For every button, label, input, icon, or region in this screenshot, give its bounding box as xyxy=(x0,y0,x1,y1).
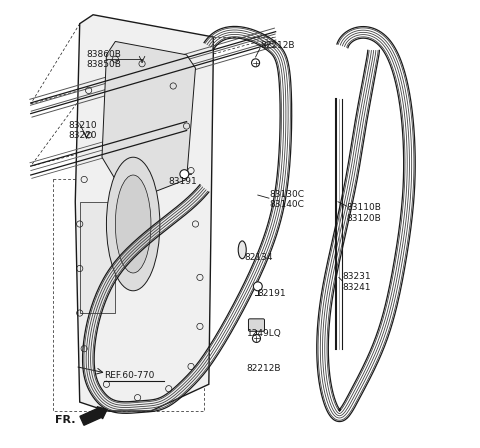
Text: 83191: 83191 xyxy=(169,177,197,186)
Ellipse shape xyxy=(107,157,160,291)
Text: 83110B
83120B: 83110B 83120B xyxy=(347,203,382,223)
Circle shape xyxy=(252,334,261,342)
Text: 82212B: 82212B xyxy=(260,41,295,51)
Text: 1249LQ: 1249LQ xyxy=(247,328,281,338)
Text: REF.60-770: REF.60-770 xyxy=(104,371,155,380)
Circle shape xyxy=(253,282,262,291)
Circle shape xyxy=(180,170,189,179)
Text: FR.: FR. xyxy=(55,415,76,425)
Polygon shape xyxy=(75,15,213,411)
Text: 83210
83220: 83210 83220 xyxy=(69,121,97,140)
Polygon shape xyxy=(102,42,195,202)
Text: 83231
83241: 83231 83241 xyxy=(342,272,371,292)
Ellipse shape xyxy=(115,175,151,273)
Text: 82191: 82191 xyxy=(258,289,287,297)
FancyArrow shape xyxy=(80,407,107,425)
Text: 83130C
83140C: 83130C 83140C xyxy=(269,190,304,209)
Circle shape xyxy=(252,59,260,67)
Text: 83860B
83850B: 83860B 83850B xyxy=(86,50,121,69)
Text: 82134: 82134 xyxy=(244,253,273,262)
Text: 82212B: 82212B xyxy=(247,364,281,373)
Ellipse shape xyxy=(238,241,246,259)
Polygon shape xyxy=(80,202,115,313)
FancyBboxPatch shape xyxy=(249,319,264,332)
